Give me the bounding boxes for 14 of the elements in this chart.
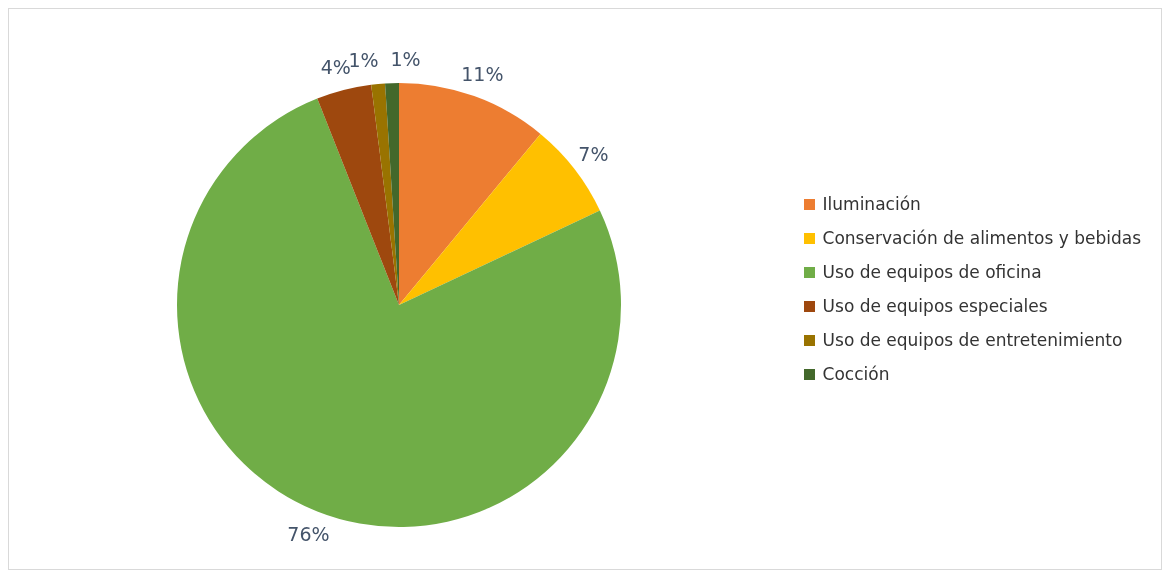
pie-slice xyxy=(399,83,541,305)
legend-label: Uso de equipos de oficina xyxy=(822,261,1042,284)
pie-slice xyxy=(317,84,399,305)
legend-label: Uso de equipos especiales xyxy=(822,295,1048,318)
data-label: 7% xyxy=(578,143,609,166)
legend-label: Conservación de alimentos y bebidas xyxy=(822,227,1141,250)
pie-slice xyxy=(177,98,621,527)
data-label: 1% xyxy=(390,48,421,71)
legend-label: Iluminación xyxy=(822,193,921,216)
legend-label: Cocción xyxy=(822,363,890,386)
data-label: 76% xyxy=(287,522,330,545)
data-label: 4% xyxy=(320,55,351,78)
legend-label: Uso de equipos de entretenimiento xyxy=(822,329,1123,352)
data-label: 11% xyxy=(461,62,504,85)
